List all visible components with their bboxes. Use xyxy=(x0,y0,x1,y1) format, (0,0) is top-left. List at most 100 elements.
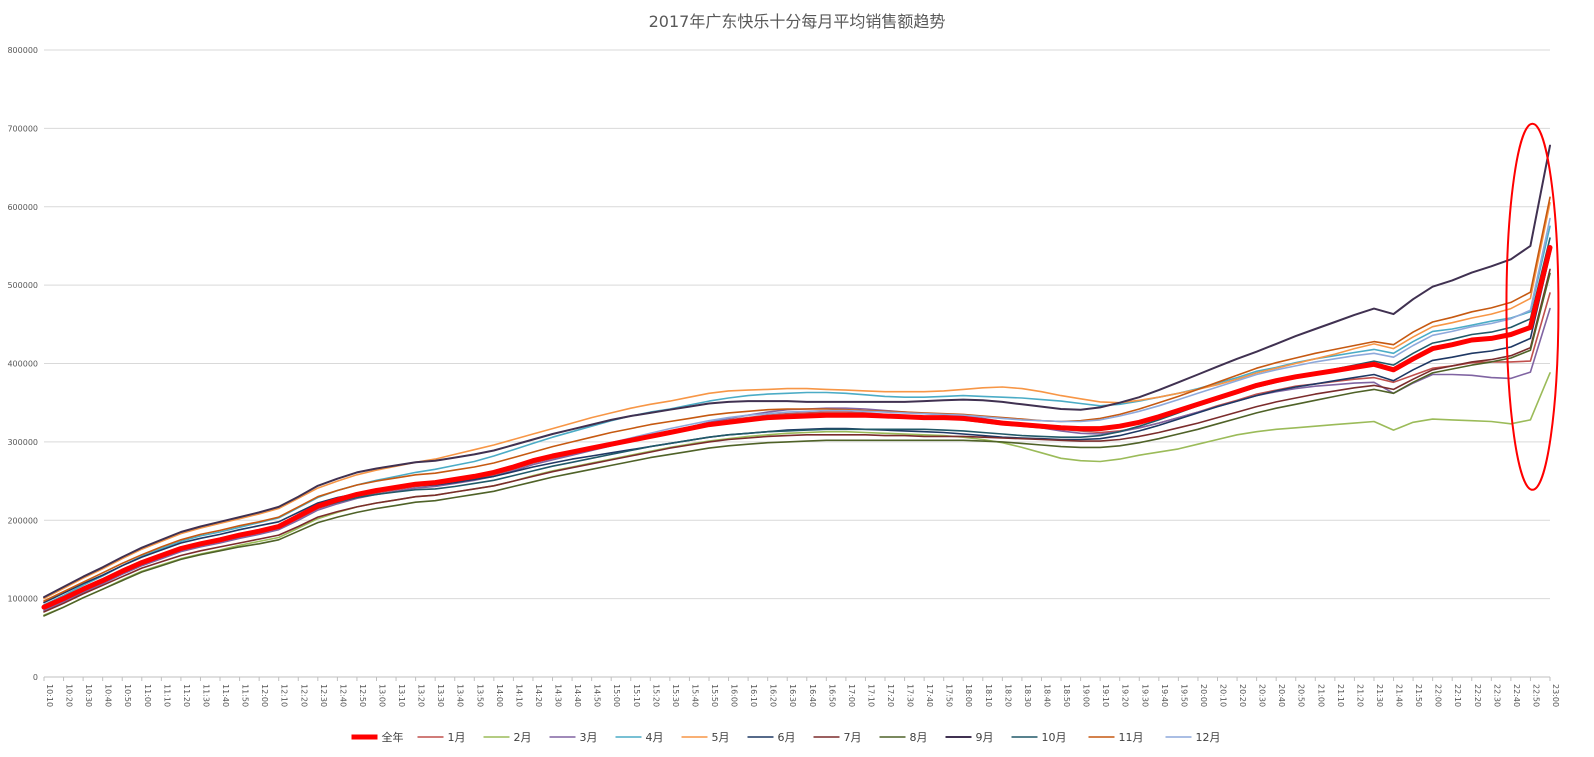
y-tick-label: 300000 xyxy=(7,438,38,447)
series-line xyxy=(43,144,1551,599)
x-tick-label: 12:10 xyxy=(280,684,289,707)
highlight-ellipse xyxy=(1505,122,1560,491)
y-axis-ticks: 0 100000 200000 300000 400000 500000 600000 700… xyxy=(7,46,38,682)
x-tick-label: 11:20 xyxy=(182,684,191,707)
x-tick-label: 13:50 xyxy=(475,684,484,707)
x-tick-label: 20:00 xyxy=(1199,684,1208,707)
x-axis-ticks: 10:10 10:20 10:30 10:40 10:50 11:00 11:10 11:20… xyxy=(43,677,1560,707)
x-tick-label: 19:50 xyxy=(1179,684,1188,707)
x-tick-label: 17:50 xyxy=(945,684,954,707)
x-tick-label: 13:40 xyxy=(456,684,465,707)
x-tick-label: 14:00 xyxy=(495,684,504,707)
x-tick-label: 16:50 xyxy=(827,684,836,707)
x-tick-label: 20:20 xyxy=(1238,684,1247,707)
y-tick-label: 700000 xyxy=(7,124,38,133)
x-tick-label: 21:50 xyxy=(1414,684,1423,707)
x-tick-label: 13:30 xyxy=(436,684,445,707)
legend-label: 8月 xyxy=(910,731,928,744)
legend-label: 10月 xyxy=(1042,731,1067,744)
series-line xyxy=(43,196,1551,602)
x-tick-label: 11:50 xyxy=(241,684,250,707)
x-tick-label: 17:40 xyxy=(925,684,934,707)
x-tick-label: 10:10 xyxy=(45,684,54,707)
x-tick-label: 21:20 xyxy=(1355,684,1364,707)
x-tick-label: 19:10 xyxy=(1101,684,1110,707)
series-line xyxy=(43,292,1551,610)
x-tick-label: 19:20 xyxy=(1121,684,1130,707)
series-lines xyxy=(41,144,1553,617)
x-tick-label: 12:20 xyxy=(299,684,308,707)
legend-label: 12月 xyxy=(1196,731,1221,744)
gridlines xyxy=(44,49,1550,678)
highlight-annotation xyxy=(1505,122,1560,491)
x-tick-label: 17:00 xyxy=(847,684,856,707)
x-tick-label: 18:10 xyxy=(984,684,993,707)
x-tick-label: 13:10 xyxy=(397,684,406,707)
x-tick-label: 15:30 xyxy=(671,684,680,707)
chart-title: 2017年广东快乐十分每月平均销售额趋势 xyxy=(649,12,946,31)
series-line xyxy=(43,237,1551,608)
x-tick-label: 20:10 xyxy=(1219,684,1228,707)
x-tick-label: 18:50 xyxy=(1062,684,1071,707)
x-tick-label: 12:40 xyxy=(338,684,347,707)
x-tick-label: 18:40 xyxy=(1042,684,1051,707)
legend-label: 2月 xyxy=(514,731,532,744)
x-tick-label: 16:10 xyxy=(749,684,758,707)
x-tick-label: 17:10 xyxy=(866,684,875,707)
legend-label: 6月 xyxy=(778,731,796,744)
x-tick-label: 22:50 xyxy=(1531,684,1540,707)
x-tick-label: 23:00 xyxy=(1551,684,1560,707)
y-tick-label: 100000 xyxy=(7,595,38,604)
legend: 全年 1月 2月 3月 4月 5月 6月 7月 8月 9月 10月 11月 12月 xyxy=(351,730,1221,744)
x-tick-label: 19:40 xyxy=(1160,684,1169,707)
y-tick-label: 400000 xyxy=(7,360,38,369)
series-line xyxy=(43,372,1551,616)
legend-label: 5月 xyxy=(712,731,730,744)
x-tick-label: 11:30 xyxy=(201,684,210,707)
x-tick-label: 13:00 xyxy=(377,684,386,707)
x-tick-label: 22:40 xyxy=(1512,684,1521,707)
y-tick-label: 200000 xyxy=(7,516,38,525)
x-tick-label: 21:00 xyxy=(1316,684,1325,707)
y-tick-label: 600000 xyxy=(7,203,38,212)
y-tick-label: 0 xyxy=(33,673,38,682)
series-line xyxy=(41,245,1553,610)
x-tick-label: 14:50 xyxy=(593,684,602,707)
x-tick-label: 19:00 xyxy=(1082,684,1091,707)
x-tick-label: 17:30 xyxy=(906,684,915,707)
x-tick-label: 10:40 xyxy=(104,684,113,707)
x-tick-label: 11:10 xyxy=(162,684,171,707)
x-tick-label: 14:30 xyxy=(554,684,563,707)
legend-label: 4月 xyxy=(646,731,664,744)
y-tick-label: 800000 xyxy=(7,46,38,55)
x-tick-label: 16:40 xyxy=(808,684,817,707)
x-tick-label: 10:20 xyxy=(65,684,74,707)
series-line xyxy=(43,268,1551,613)
x-tick-label: 15:50 xyxy=(710,684,719,707)
x-tick-label: 20:50 xyxy=(1297,684,1306,707)
x-tick-label: 22:20 xyxy=(1473,684,1482,707)
x-tick-label: 16:20 xyxy=(769,684,778,707)
x-tick-label: 22:00 xyxy=(1434,684,1443,707)
series-line xyxy=(43,202,1551,600)
x-tick-label: 12:30 xyxy=(319,684,328,707)
x-tick-label: 15:10 xyxy=(632,684,641,707)
x-tick-label: 21:10 xyxy=(1336,684,1345,707)
x-tick-label: 13:20 xyxy=(417,684,426,707)
y-tick-label: 500000 xyxy=(7,281,38,290)
x-tick-label: 14:40 xyxy=(573,684,582,707)
x-tick-label: 14:10 xyxy=(514,684,523,707)
x-tick-label: 22:10 xyxy=(1453,684,1462,707)
x-tick-label: 18:00 xyxy=(964,684,973,707)
series-line xyxy=(43,253,1551,604)
x-tick-label: 16:30 xyxy=(788,684,797,707)
x-tick-label: 21:30 xyxy=(1375,684,1384,707)
x-tick-label: 10:30 xyxy=(84,684,93,707)
x-tick-label: 10:50 xyxy=(123,684,132,707)
x-tick-label: 22:30 xyxy=(1492,684,1501,707)
legend-label: 全年 xyxy=(382,730,404,744)
x-tick-label: 19:30 xyxy=(1140,684,1149,707)
x-tick-label: 20:30 xyxy=(1258,684,1267,707)
x-tick-label: 15:20 xyxy=(651,684,660,707)
